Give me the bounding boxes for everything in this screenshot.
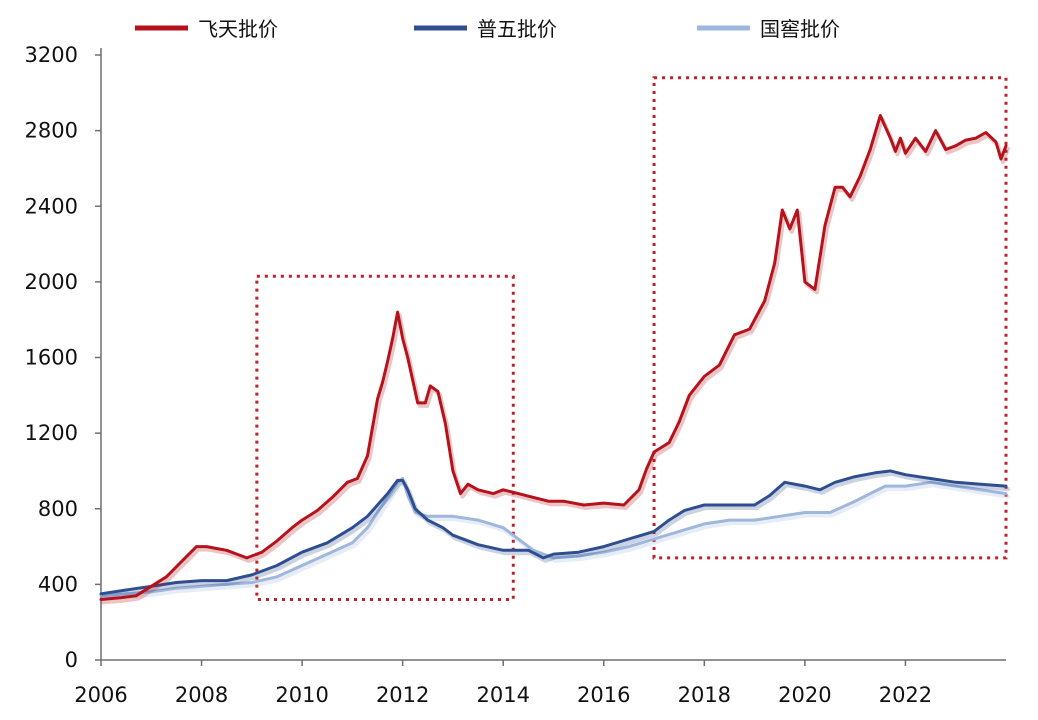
- y-tick-label: 2000: [25, 270, 78, 294]
- legend-item-puwu: 普五批价: [414, 17, 557, 41]
- x-tick-label: 2008: [175, 683, 228, 707]
- x-axis-ticks: 2006 2008 2010 2012 2014 2016 2018 2020 2022: [74, 660, 932, 707]
- legend: 飞天批价 普五批价 国窖批价: [135, 17, 840, 41]
- x-tick-label: 2020: [778, 683, 831, 707]
- y-tick-label: 400: [38, 572, 78, 596]
- legend-label-feitian: 飞天批价: [198, 17, 278, 41]
- y-tick-label: 2400: [25, 194, 78, 218]
- y-axis-ticks: 0 400 800 1200 1600 2000 2400 2800 3200: [25, 43, 101, 672]
- y-tick-label: 3200: [25, 43, 78, 67]
- highlight-box: [255, 274, 515, 601]
- puwu-price-line-shadow: [101, 471, 1010, 599]
- series-lines: [99, 114, 1010, 605]
- x-tick-label: 2010: [275, 683, 328, 707]
- x-tick-label: 2006: [74, 683, 127, 707]
- legend-label-puwu: 普五批价: [477, 17, 557, 41]
- x-tick-label: 2022: [879, 683, 932, 707]
- y-tick-label: 0: [65, 648, 78, 672]
- puwu-price-line: [99, 469, 1008, 596]
- y-tick-label: 1200: [25, 421, 78, 445]
- legend-label-guojiao: 国窖批价: [760, 17, 840, 41]
- y-tick-label: 2800: [25, 119, 78, 143]
- x-tick-label: 2018: [678, 683, 731, 707]
- highlight-boxes: [255, 76, 1008, 601]
- legend-item-guojiao: 国窖批价: [697, 17, 840, 41]
- highlight-box: [652, 76, 1008, 560]
- guojiao-price-line: [99, 477, 1008, 598]
- legend-item-feitian: 飞天批价: [135, 17, 278, 41]
- x-tick-label: 2014: [476, 683, 529, 707]
- feitian-price-line: [99, 114, 1008, 601]
- y-tick-label: 800: [38, 497, 78, 521]
- y-tick-label: 1600: [25, 346, 78, 370]
- feitian-price-line-shadow: [101, 116, 1010, 605]
- x-tick-label: 2016: [577, 683, 630, 707]
- x-tick-label: 2012: [376, 683, 429, 707]
